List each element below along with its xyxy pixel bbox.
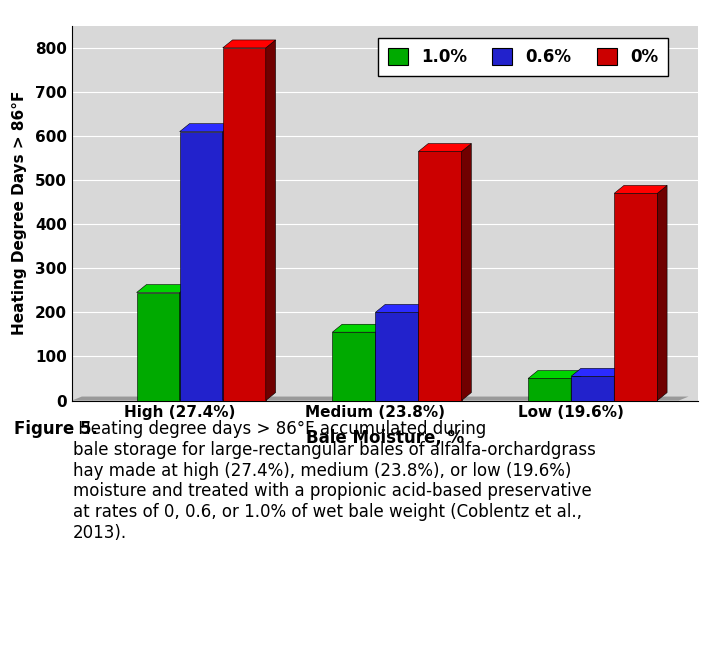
Polygon shape <box>180 285 189 401</box>
Polygon shape <box>418 151 462 401</box>
Polygon shape <box>333 332 375 401</box>
Polygon shape <box>571 371 581 401</box>
Polygon shape <box>137 285 189 293</box>
Polygon shape <box>375 324 385 401</box>
Polygon shape <box>614 368 624 401</box>
Polygon shape <box>72 397 688 401</box>
Polygon shape <box>375 304 428 313</box>
Polygon shape <box>72 401 679 413</box>
Polygon shape <box>571 368 624 376</box>
Y-axis label: Heating Degree Days > 86°F: Heating Degree Days > 86°F <box>12 91 27 335</box>
Polygon shape <box>657 185 667 401</box>
Polygon shape <box>571 376 614 401</box>
Polygon shape <box>180 132 222 401</box>
Polygon shape <box>375 313 418 401</box>
Polygon shape <box>418 304 428 401</box>
Polygon shape <box>528 371 581 379</box>
Polygon shape <box>614 185 667 193</box>
Polygon shape <box>137 293 180 401</box>
Legend: 1.0%, 0.6%, 0%: 1.0%, 0.6%, 0% <box>378 38 668 76</box>
Polygon shape <box>528 379 571 401</box>
Polygon shape <box>222 40 276 48</box>
Text: Heating degree days > 86°F accumulated during
bale storage for large-rectangular: Heating degree days > 86°F accumulated d… <box>73 420 596 542</box>
Polygon shape <box>333 324 385 332</box>
Polygon shape <box>418 143 472 151</box>
Polygon shape <box>222 48 266 401</box>
Polygon shape <box>180 123 233 132</box>
X-axis label: Bale Moisture, %: Bale Moisture, % <box>306 429 464 447</box>
Text: Figure 5.: Figure 5. <box>14 420 98 438</box>
Polygon shape <box>462 143 472 401</box>
Polygon shape <box>614 193 657 401</box>
Polygon shape <box>222 123 233 401</box>
Polygon shape <box>266 40 276 401</box>
